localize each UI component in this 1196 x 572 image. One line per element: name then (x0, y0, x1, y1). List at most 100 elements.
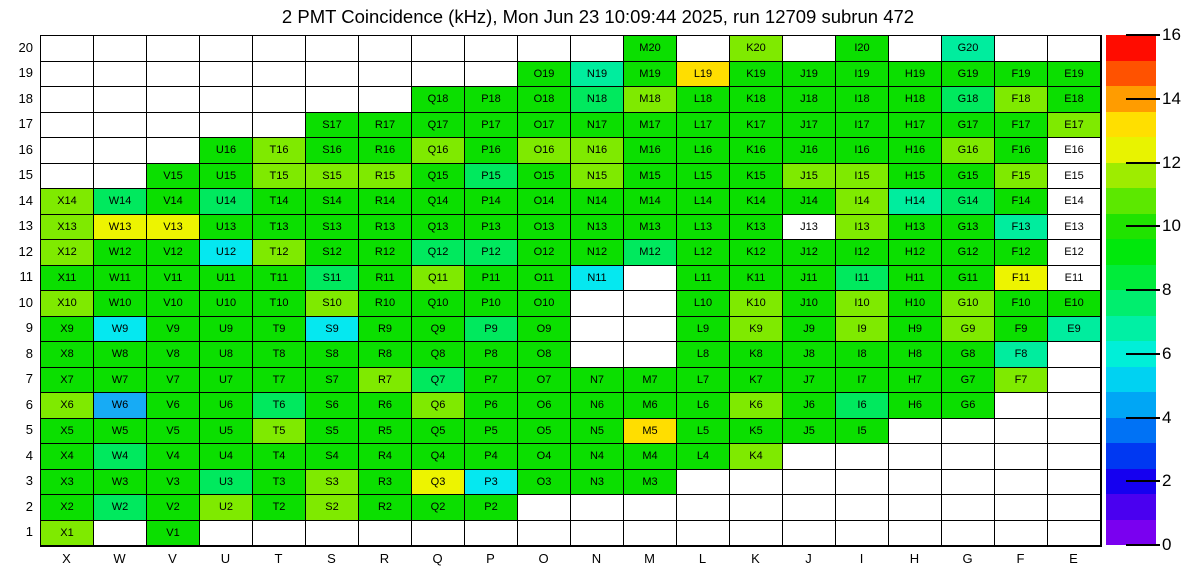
colorbar-tick-mark (1126, 352, 1160, 355)
heatmap-cell-V1: V1 (147, 520, 200, 546)
heatmap-cell-L17: L17 (677, 112, 730, 138)
heatmap-cell-empty (253, 112, 306, 138)
heatmap-cell-K4: K4 (730, 444, 783, 470)
heatmap-cell-F10: F10 (995, 291, 1048, 317)
heatmap-cell-I6: I6 (836, 393, 889, 419)
heatmap-cell-empty (571, 342, 624, 368)
heatmap-cell-E17: E17 (1048, 112, 1101, 138)
heatmap-cell-empty (200, 520, 253, 546)
heatmap-cell-empty (41, 112, 94, 138)
heatmap-cell-L18: L18 (677, 87, 730, 113)
y-axis-tick-label: 9 (25, 320, 33, 335)
heatmap-cell-W12: W12 (94, 240, 147, 266)
heatmap-cell-empty (94, 87, 147, 113)
heatmap-cell-J5: J5 (783, 418, 836, 444)
heatmap-cell-X2: X2 (41, 495, 94, 521)
heatmap-cell-L5: L5 (677, 418, 730, 444)
heatmap-cell-I19: I19 (836, 61, 889, 87)
heatmap-cell-empty (253, 36, 306, 62)
colorbar-band (1106, 315, 1156, 341)
heatmap-cell-Q13: Q13 (412, 214, 465, 240)
heatmap-cell-W6: W6 (94, 393, 147, 419)
heatmap-cell-W14: W14 (94, 189, 147, 215)
heatmap-cell-V3: V3 (147, 469, 200, 495)
colorbar-band (1106, 111, 1156, 137)
heatmap-cell-M20: M20 (624, 36, 677, 62)
heatmap-cell-J19: J19 (783, 61, 836, 87)
heatmap-cell-empty (783, 36, 836, 62)
heatmap-cell-empty (995, 469, 1048, 495)
heatmap-cell-empty (147, 112, 200, 138)
heatmap-cell-G20: G20 (942, 36, 995, 62)
heatmap-cell-empty (518, 520, 571, 546)
heatmap-cell-F14: F14 (995, 189, 1048, 215)
colorbar-band (1106, 239, 1156, 265)
heatmap-cell-empty (995, 495, 1048, 521)
heatmap-cell-M13: M13 (624, 214, 677, 240)
heatmap-cell-empty (465, 520, 518, 546)
heatmap-cell-P13: P13 (465, 214, 518, 240)
heatmap-cell-T13: T13 (253, 214, 306, 240)
heatmap-cell-K19: K19 (730, 61, 783, 87)
heatmap-cell-K14: K14 (730, 189, 783, 215)
heatmap-cell-empty (1048, 520, 1101, 546)
heatmap-cell-G7: G7 (942, 367, 995, 393)
heatmap-cell-P3: P3 (465, 469, 518, 495)
heatmap-cell-L19: L19 (677, 61, 730, 87)
heatmap-cell-S5: S5 (306, 418, 359, 444)
heatmap-cell-K20: K20 (730, 36, 783, 62)
heatmap-cell-E11: E11 (1048, 265, 1101, 291)
heatmap-cell-empty (836, 520, 889, 546)
heatmap-cell-G11: G11 (942, 265, 995, 291)
heatmap-cell-empty (41, 138, 94, 164)
heatmap-cell-X14: X14 (41, 189, 94, 215)
heatmap-cell-empty (624, 265, 677, 291)
heatmap-cell-J8: J8 (783, 342, 836, 368)
colorbar-band (1106, 443, 1156, 469)
heatmap-cell-N19: N19 (571, 61, 624, 87)
heatmap-cell-O13: O13 (518, 214, 571, 240)
heatmap-cell-I20: I20 (836, 36, 889, 62)
heatmap-cell-empty (359, 36, 412, 62)
heatmap-cell-O18: O18 (518, 87, 571, 113)
heatmap-cell-Q12: Q12 (412, 240, 465, 266)
heatmap-cell-X7: X7 (41, 367, 94, 393)
heatmap-cell-I11: I11 (836, 265, 889, 291)
heatmap-cell-I13: I13 (836, 214, 889, 240)
heatmap-cell-S4: S4 (306, 444, 359, 470)
heatmap-cell-U11: U11 (200, 265, 253, 291)
heatmap-cell-empty (1048, 342, 1101, 368)
heatmap-cell-empty (571, 316, 624, 342)
heatmap-cell-S16: S16 (306, 138, 359, 164)
colorbar-tick-mark (1126, 416, 1160, 419)
colorbar-tick-label: 4 (1162, 407, 1172, 427)
heatmap-cell-empty (200, 36, 253, 62)
heatmap-cell-T6: T6 (253, 393, 306, 419)
heatmap-cell-U12: U12 (200, 240, 253, 266)
heatmap-cell-J14: J14 (783, 189, 836, 215)
heatmap-cell-R10: R10 (359, 291, 412, 317)
heatmap-cell-R13: R13 (359, 214, 412, 240)
y-axis-tick-label: 2 (25, 498, 33, 514)
heatmap-cell-P2: P2 (465, 495, 518, 521)
heatmap-cell-P16: P16 (465, 138, 518, 164)
heatmap-cell-empty (995, 393, 1048, 419)
heatmap-cell-empty (94, 138, 147, 164)
heatmap-cell-empty (41, 87, 94, 113)
heatmap-cell-T8: T8 (253, 342, 306, 368)
x-axis-tick-label: S (327, 551, 336, 566)
heatmap-cell-I14: I14 (836, 189, 889, 215)
heatmap-cell-L12: L12 (677, 240, 730, 266)
colorbar-tick-label: 6 (1162, 343, 1172, 363)
heatmap-plot-area: M20 K20 I20 G20 O19 N19 M19 L19 K19 J19 I19 H19 G19 F… (40, 35, 1102, 547)
heatmap-cell-H17: H17 (889, 112, 942, 138)
heatmap-cell-L6: L6 (677, 393, 730, 419)
heatmap-cell-M15: M15 (624, 163, 677, 189)
heatmap-cell-empty (677, 469, 730, 495)
heatmap-cell-H18: H18 (889, 87, 942, 113)
heatmap-cell-O4: O4 (518, 444, 571, 470)
heatmap-cell-L10: L10 (677, 291, 730, 317)
heatmap-cell-X8: X8 (41, 342, 94, 368)
heatmap-cell-X4: X4 (41, 444, 94, 470)
heatmap-cell-M6: M6 (624, 393, 677, 419)
